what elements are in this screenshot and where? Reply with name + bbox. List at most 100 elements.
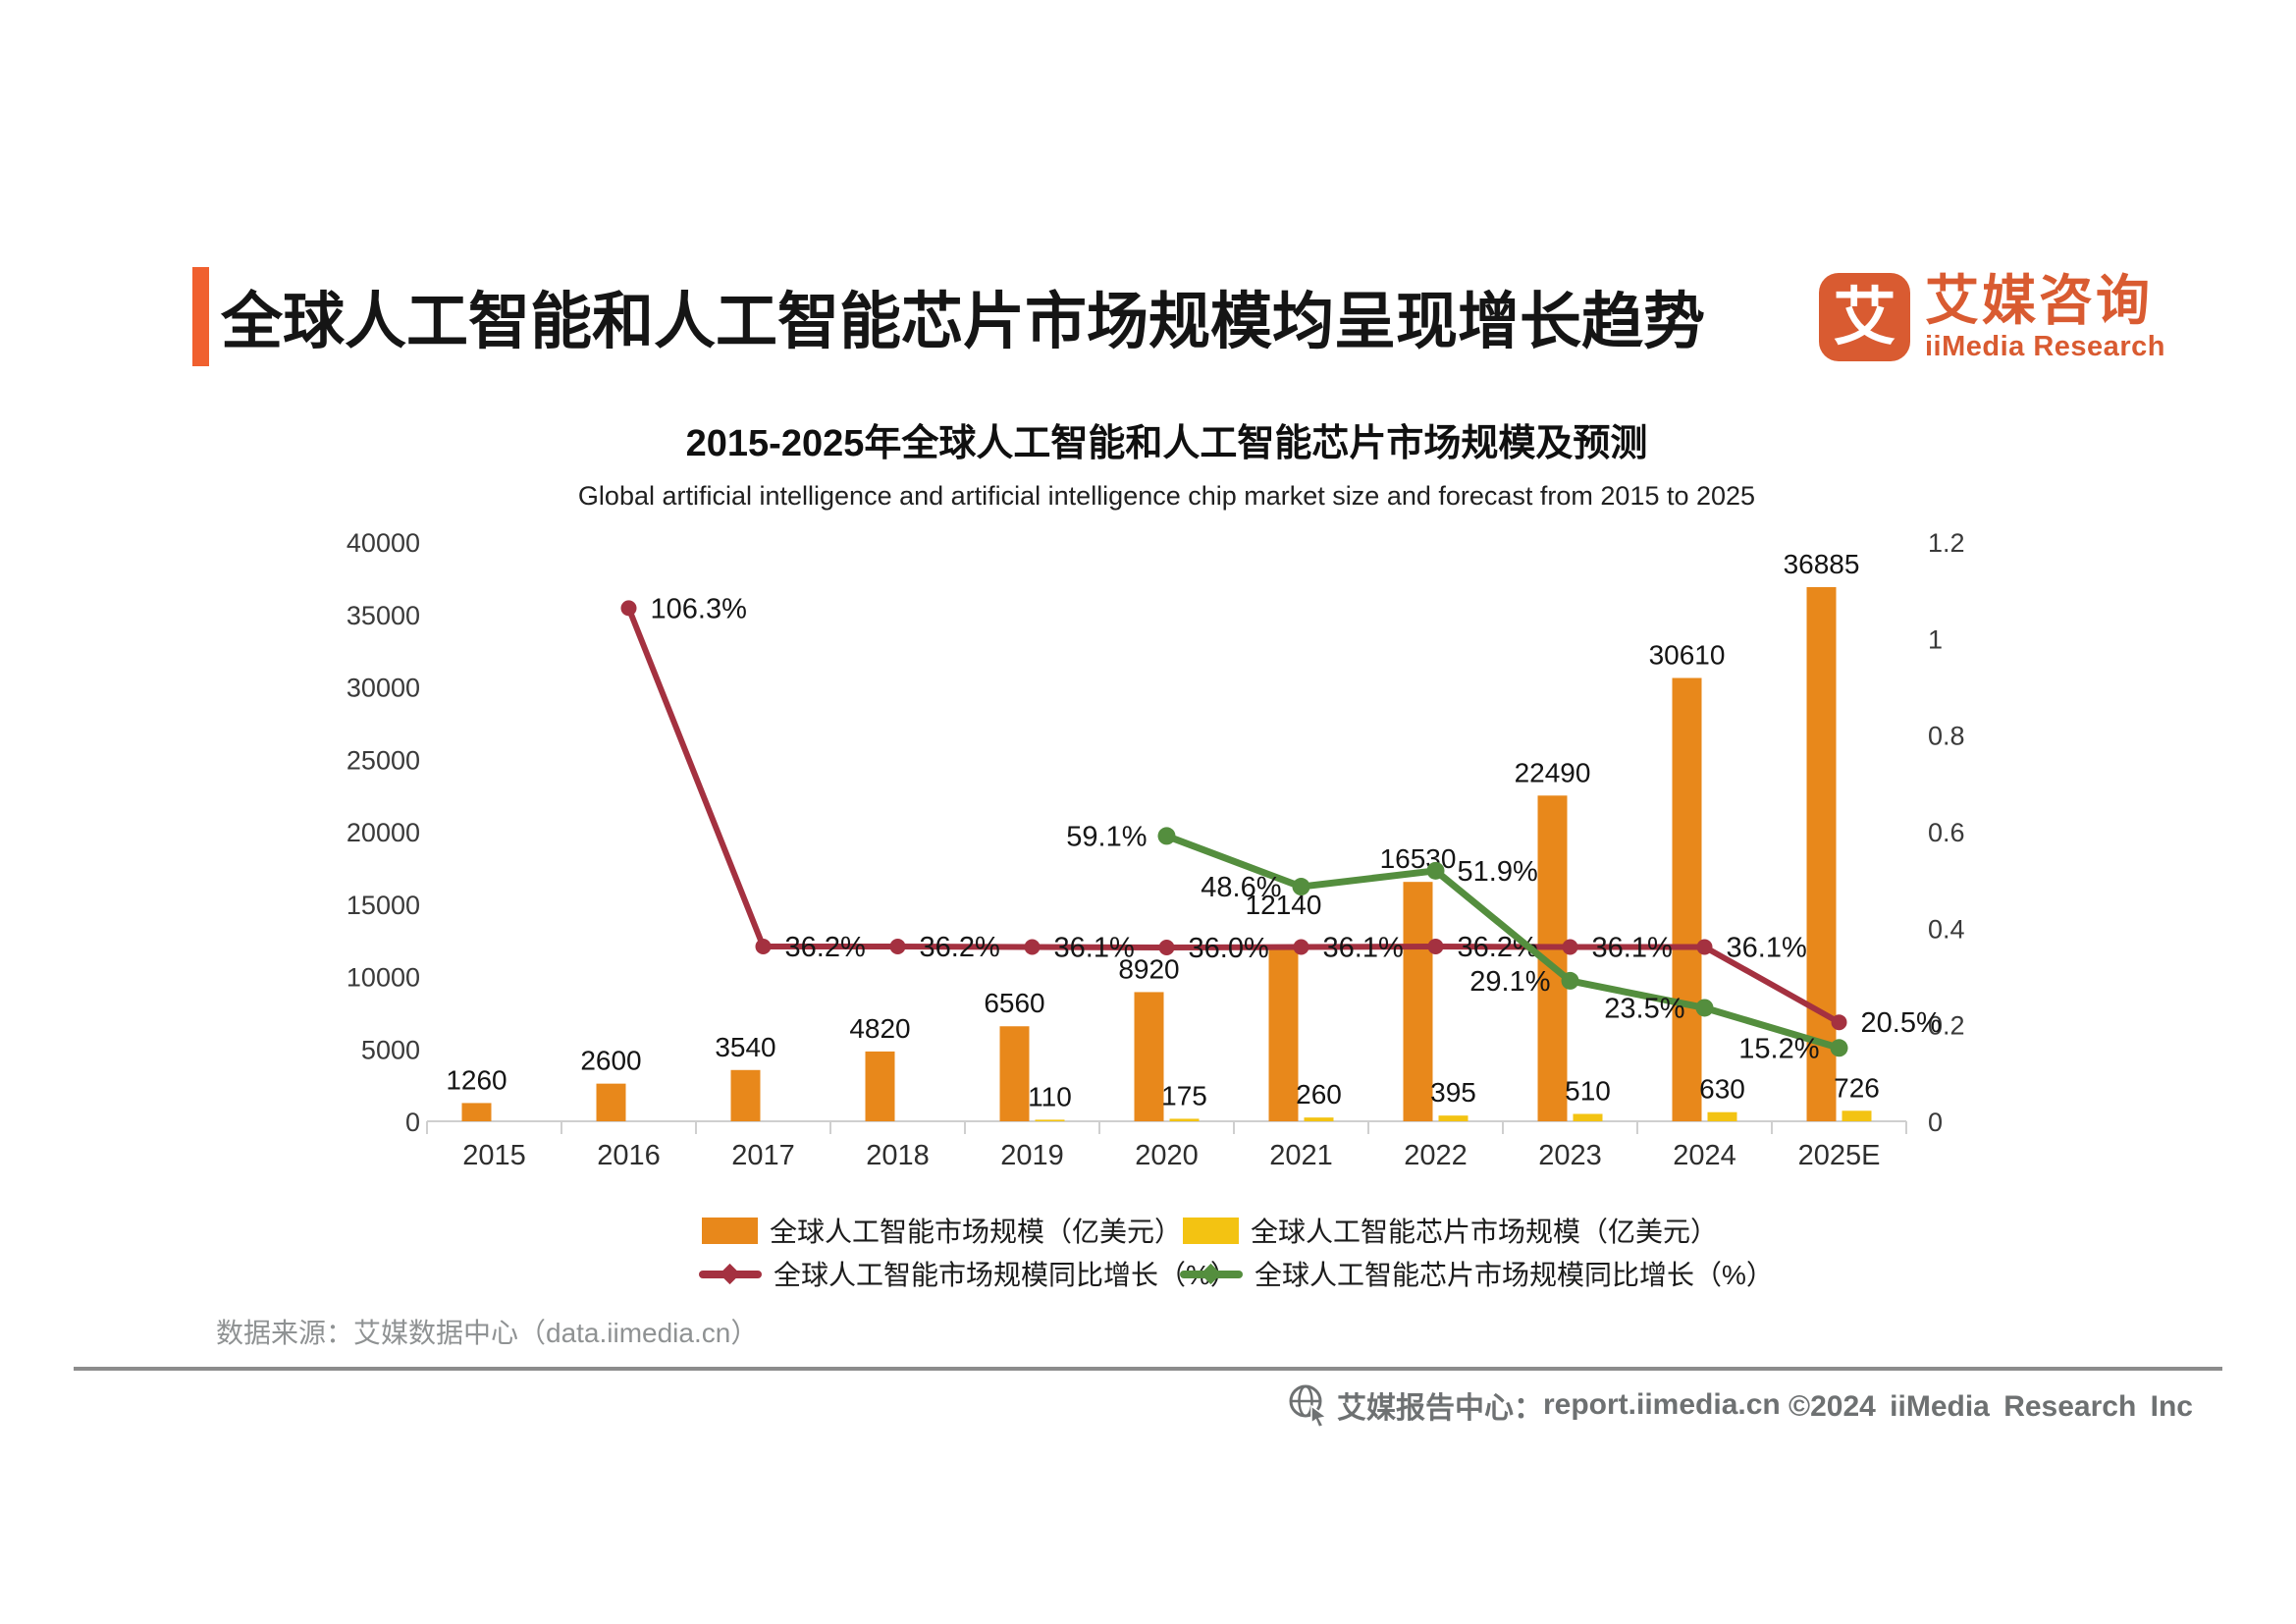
line-ai-growth-label: 36.0% xyxy=(1189,933,1269,964)
line-ai-growth-label: 36.1% xyxy=(1592,933,1673,964)
line-ai-growth-point xyxy=(1696,939,1713,955)
bars-ai-chip xyxy=(1035,1110,1872,1121)
report-center-label: 艾媒报告中心： xyxy=(1337,1392,1543,1425)
data-source: 数据来源：艾媒数据中心（data.iimedia.cn） xyxy=(216,1318,759,1348)
bar-label-ai-chip: 630 xyxy=(1699,1074,1745,1105)
line-ai-growth-point xyxy=(755,939,772,955)
iimedia-logo-icon: 艾 xyxy=(1819,273,1910,361)
legend-item-chip-growth: 全球人工智能芯片市场规模同比增长（%） xyxy=(1180,1254,1774,1293)
bar-label-ai-market: 1260 xyxy=(446,1064,507,1095)
y-axis-left-label: 25000 xyxy=(347,745,420,775)
x-axis-label: 2021 xyxy=(1269,1140,1333,1171)
line-chip-growth-label: 51.9% xyxy=(1458,856,1538,888)
line-ai-growth-point xyxy=(620,600,637,617)
bar-ai-market xyxy=(1134,992,1164,1121)
bar-ai-chip xyxy=(1573,1113,1603,1121)
y-axis-right: 0 0.2 0.4 0.6 0.8 1 1.2 xyxy=(1928,528,1965,1137)
y-axis-left-label: 10000 xyxy=(347,963,420,993)
bar-ai-market xyxy=(1403,882,1433,1121)
bar-label-ai-market: 36885 xyxy=(1784,549,1860,579)
chart-title: 2015-2025年全球人工智能和人工智能芯片市场规模及预测 xyxy=(685,423,1648,464)
x-axis-label: 2020 xyxy=(1135,1140,1199,1171)
line-chip-growth-label: 48.6% xyxy=(1201,872,1281,903)
bar-ai-market xyxy=(865,1051,895,1121)
y-axis-left-label: 30000 xyxy=(347,674,420,703)
bar-label-ai-market: 30610 xyxy=(1649,640,1726,671)
legend-item-ai-market: 全球人工智能市场规模（亿美元） xyxy=(702,1211,1182,1250)
bar-ai-chip xyxy=(1035,1119,1065,1121)
legend-label: 全球人工智能市场规模同比增长（%） xyxy=(774,1260,1238,1290)
x-axis-label: 2025E xyxy=(1798,1140,1881,1171)
y-axis-left-label: 20000 xyxy=(347,818,420,847)
footer-copyright: ©2024 iiMedia Research Inc xyxy=(1789,1390,2193,1423)
y-axis-right-label: 0.4 xyxy=(1928,914,1965,944)
x-axis-label: 2024 xyxy=(1673,1140,1736,1171)
x-axis-label: 2017 xyxy=(731,1140,795,1171)
bar-ai-chip xyxy=(1304,1117,1334,1121)
y-axis-left-label: 35000 xyxy=(347,601,420,630)
x-axis-labels: 2015 2016 2017 2018 2019 2020 2021 2022 2023 2024… xyxy=(462,1140,1880,1171)
y-axis-right-label: 1.2 xyxy=(1928,528,1965,558)
bar-label-ai-market: 22490 xyxy=(1515,757,1591,787)
y-axis-left-label: 15000 xyxy=(347,891,420,920)
line-chip-growth-point xyxy=(1830,1039,1848,1057)
x-axis-label: 2022 xyxy=(1404,1140,1468,1171)
line-chip-growth-point xyxy=(1292,878,1310,896)
bars-ai-market xyxy=(461,586,1837,1121)
bar-label-ai-market: 12140 xyxy=(1246,890,1322,920)
bar-label-ai-chip: 110 xyxy=(1028,1081,1072,1111)
line-chip-growth-label: 59.1% xyxy=(1066,821,1147,852)
line-ai-growth-point xyxy=(889,939,906,955)
y-axis-right-label: 0 xyxy=(1928,1108,1943,1137)
x-axis xyxy=(426,1120,1907,1134)
x-axis-label: 2018 xyxy=(866,1140,930,1171)
bar-label-ai-chip: 260 xyxy=(1296,1079,1342,1110)
line-chip-growth-point xyxy=(1157,827,1176,845)
bar-ai-market xyxy=(1806,586,1837,1121)
report-center-url: report.iimedia.cn xyxy=(1543,1388,1781,1421)
logo-mark-glyph: 艾 xyxy=(1833,282,1896,352)
y-axis-left-label: 0 xyxy=(405,1108,420,1137)
bar-labels-ai-chip: 110 175 260 395 510 630 726 xyxy=(1028,1072,1880,1111)
bar-label-ai-chip: 510 xyxy=(1565,1075,1611,1106)
y-axis-right-label: 0.8 xyxy=(1928,722,1965,751)
line-chip-growth-path xyxy=(1163,832,1842,1052)
bar-label-ai-market: 8920 xyxy=(1118,953,1179,984)
bar-label-ai-market: 4820 xyxy=(849,1013,910,1044)
bar-ai-market xyxy=(461,1103,492,1121)
legend-label: 全球人工智能芯片市场规模同比增长（%） xyxy=(1255,1260,1774,1290)
line-ai-growth-label: 36.1% xyxy=(1727,933,1807,964)
globe-cursor-icon xyxy=(1289,1384,1328,1428)
line-chip-growth-point xyxy=(1426,861,1445,880)
bar-ai-chip xyxy=(1169,1118,1200,1121)
line-ai-growth-label: 20.5% xyxy=(1861,1007,1942,1039)
legend-swatch-chip-growth xyxy=(1180,1261,1243,1287)
line-chip-growth-labels: 59.1% 48.6% 51.9% 29.1% 23.5% 15.2% xyxy=(1066,821,1819,1064)
header: 全球人工智能和人工智能芯片市场规模均呈现增长趋势 xyxy=(192,267,1705,366)
line-chip-growth-point xyxy=(1695,999,1714,1017)
bar-ai-chip xyxy=(1707,1111,1737,1121)
legend-item-ai-growth: 全球人工智能市场规模同比增长（%） xyxy=(699,1254,1238,1293)
line-ai-growth-label: 106.3% xyxy=(651,593,747,624)
bar-ai-chip xyxy=(1438,1115,1468,1121)
bar-ai-chip xyxy=(1842,1110,1872,1121)
line-chip-growth-label: 29.1% xyxy=(1469,966,1550,998)
bar-label-ai-chip: 175 xyxy=(1161,1080,1207,1110)
line-chip-growth-label: 15.2% xyxy=(1738,1033,1819,1064)
y-axis-right-label: 0.2 xyxy=(1928,1011,1965,1041)
line-ai-growth-label: 36.2% xyxy=(785,932,866,963)
bar-ai-market xyxy=(1672,677,1702,1121)
line-ai-growth-point xyxy=(1158,940,1175,955)
x-axis-label: 2016 xyxy=(597,1140,661,1171)
line-chip-growth-point xyxy=(1561,971,1579,990)
line-ai-growth-point xyxy=(1024,939,1041,955)
y-axis-right-label: 0.6 xyxy=(1928,818,1965,847)
legend-swatch-chip-market xyxy=(1183,1217,1239,1244)
line-ai-growth-point xyxy=(1562,939,1578,955)
line-ai-growth-label: 36.2% xyxy=(920,932,1000,963)
iimedia-logo: 艾 艾媒咨询 iiMedia Research xyxy=(1819,273,2165,361)
logo-name-cn: 艾媒咨询 xyxy=(1925,269,2154,331)
